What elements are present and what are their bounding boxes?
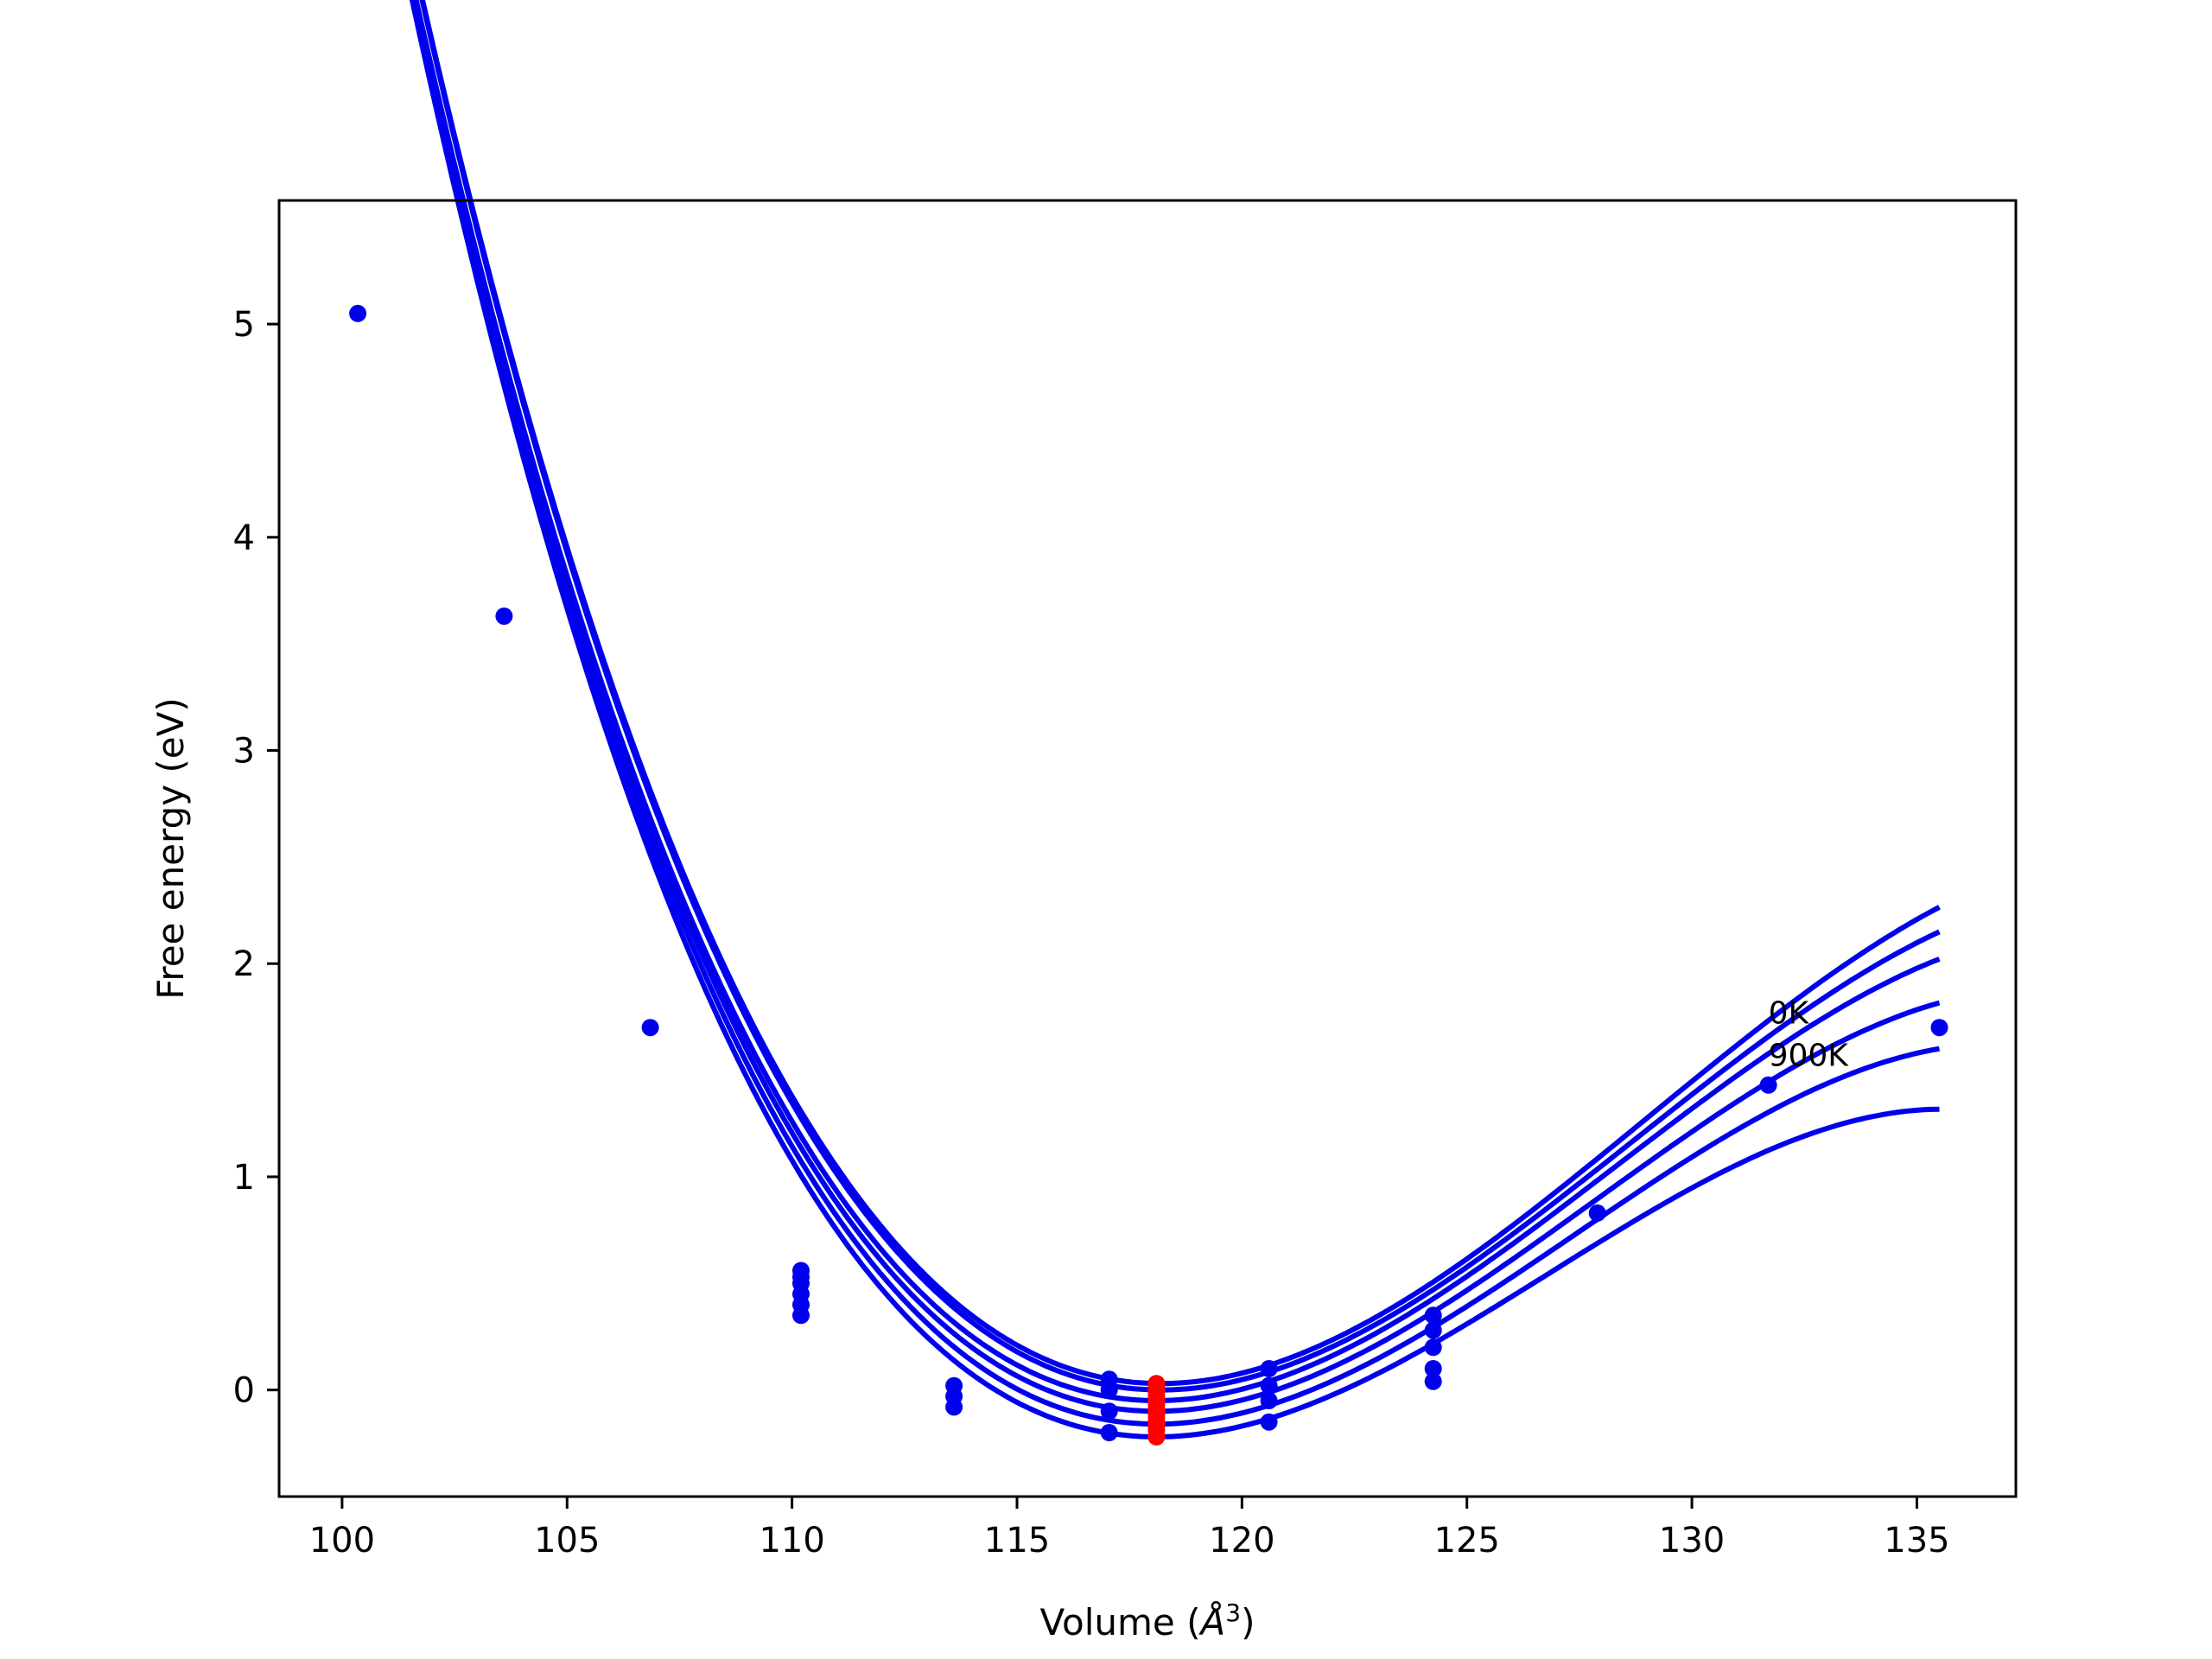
data-point bbox=[1260, 1360, 1278, 1377]
data-point bbox=[1588, 1204, 1606, 1222]
data-point bbox=[1930, 1019, 1948, 1037]
x-axis-ticks: 100 105 110 115 120 125 130 135 bbox=[309, 1497, 1950, 1560]
annotation-0k: 0K bbox=[1769, 995, 1810, 1031]
x-axis-title-exponent: 3 bbox=[1225, 1599, 1241, 1627]
data-point bbox=[1424, 1306, 1442, 1325]
x-tick-label: 105 bbox=[534, 1521, 600, 1560]
data-point bbox=[1100, 1381, 1118, 1399]
data-point bbox=[1100, 1402, 1118, 1421]
y-tick-label: 1 bbox=[233, 1158, 255, 1198]
y-tick-label: 4 bbox=[233, 518, 255, 558]
data-point bbox=[495, 607, 513, 626]
annotation-900k: 900K bbox=[1769, 1039, 1850, 1074]
data-point bbox=[1424, 1360, 1442, 1377]
x-tick-label: 125 bbox=[1434, 1521, 1500, 1560]
x-tick-label: 110 bbox=[759, 1521, 824, 1560]
data-point bbox=[641, 1019, 659, 1037]
x-tick-label: 135 bbox=[1884, 1521, 1949, 1560]
data-points bbox=[349, 304, 1948, 1441]
equilibrium-point bbox=[1147, 1427, 1166, 1446]
data-point bbox=[1260, 1392, 1278, 1409]
data-point bbox=[1759, 1076, 1777, 1094]
data-point bbox=[1100, 1424, 1118, 1441]
data-point bbox=[945, 1398, 963, 1416]
y-axis-ticks: 0 1 2 3 4 5 bbox=[233, 305, 279, 1411]
data-point bbox=[1260, 1413, 1278, 1431]
x-tick-label: 100 bbox=[309, 1521, 375, 1560]
y-axis-title: Free energy (eV) bbox=[149, 697, 192, 1000]
x-axis-title-text: Volume ( bbox=[1040, 1601, 1201, 1643]
equilibrium-points bbox=[1147, 1375, 1166, 1446]
data-point bbox=[1260, 1376, 1278, 1395]
x-tick-label: 115 bbox=[984, 1521, 1050, 1560]
y-tick-label: 2 bbox=[233, 944, 255, 984]
y-tick-label: 3 bbox=[233, 732, 255, 772]
y-tick-label: 5 bbox=[233, 305, 255, 345]
x-axis-title-close: ) bbox=[1241, 1601, 1255, 1643]
annotations: 0K 900K bbox=[1769, 995, 1850, 1073]
plot-frame bbox=[277, 199, 2018, 1498]
data-point bbox=[1424, 1338, 1442, 1357]
data-point bbox=[349, 304, 367, 322]
y-tick-label: 0 bbox=[233, 1371, 255, 1411]
x-axis-title-unit: Å bbox=[1198, 1600, 1226, 1643]
x-axis-title: Volume (Å3) bbox=[1040, 1599, 1255, 1643]
data-point bbox=[1424, 1321, 1442, 1339]
x-tick-label: 120 bbox=[1209, 1521, 1274, 1560]
data-point bbox=[792, 1268, 810, 1286]
data-point bbox=[792, 1306, 810, 1325]
x-tick-label: 130 bbox=[1659, 1521, 1725, 1560]
data-point bbox=[1424, 1372, 1442, 1390]
